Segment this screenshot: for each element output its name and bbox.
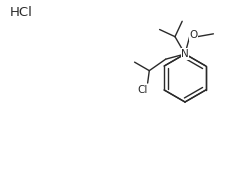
Text: HCl: HCl [10, 6, 33, 19]
Text: O: O [190, 30, 198, 40]
Text: N: N [181, 49, 189, 59]
Text: Cl: Cl [137, 85, 148, 95]
